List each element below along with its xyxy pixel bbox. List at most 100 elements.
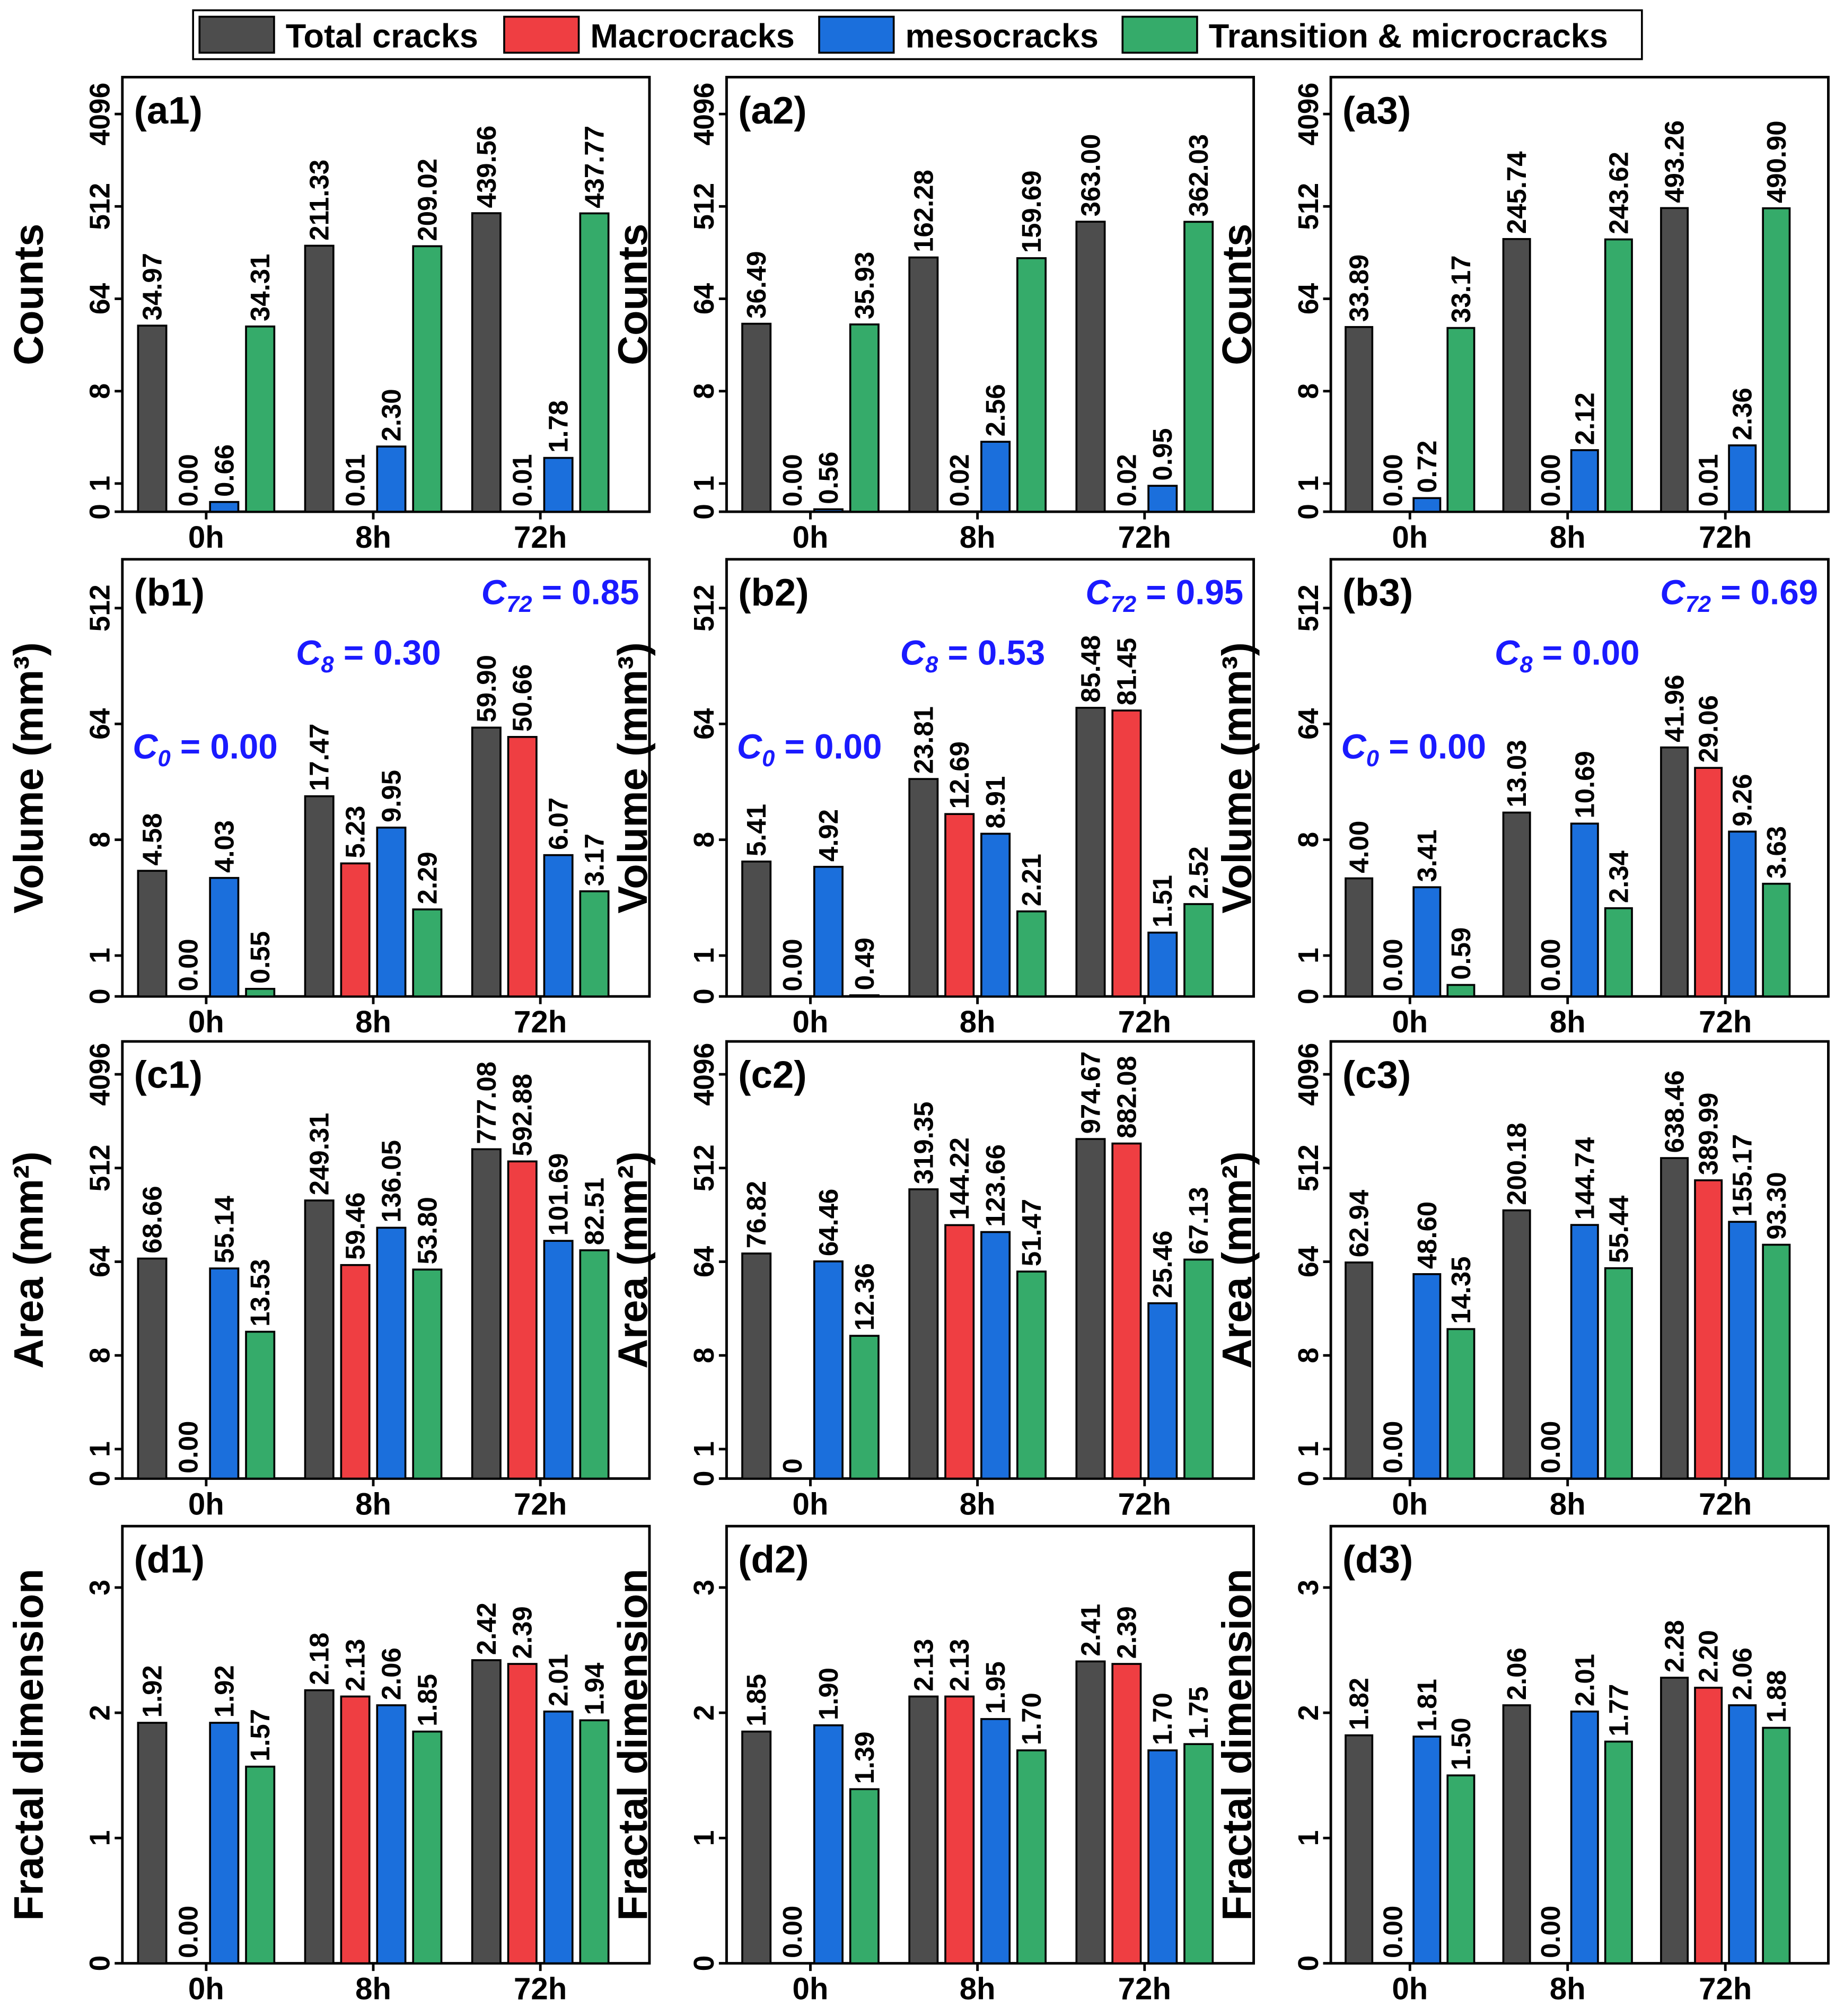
bar: [1147, 1749, 1178, 1965]
legend-box: [192, 9, 1643, 60]
data-label: 23.81: [908, 706, 938, 774]
y-tick-label: 8: [85, 383, 116, 399]
data-label: 0.00: [777, 454, 807, 506]
bar: [340, 1695, 371, 1965]
y-axis-label: Counts: [610, 224, 656, 365]
panel-label: (a2): [738, 89, 806, 132]
data-label: 136.05: [376, 1140, 406, 1223]
bar: [543, 854, 574, 997]
data-label: 12.36: [849, 1263, 880, 1330]
x-tick-label: 72h: [1699, 1487, 1752, 1521]
bar: [1446, 1774, 1476, 1965]
bar: [1446, 984, 1476, 997]
data-label: 0.00: [1535, 939, 1566, 991]
bar: [1502, 238, 1531, 513]
data-label: 9.95: [376, 770, 406, 822]
data-label: 0.01: [1693, 454, 1724, 506]
data-label: 2.20: [1693, 1630, 1724, 1682]
bar: [849, 1788, 880, 1965]
data-label: 0.00: [1535, 1421, 1566, 1474]
annotation-symbol: C: [737, 727, 763, 766]
bar: [412, 1268, 443, 1480]
data-label: 2.21: [1016, 854, 1047, 906]
data-label: 0.02: [944, 454, 974, 506]
y-tick-label: 8: [689, 383, 720, 399]
y-tick-label: 1: [1293, 948, 1324, 963]
bar: [908, 1188, 939, 1480]
subplot: 0 1 8 64 512 Volume (mm³) (b1) 0h 8h 72h 4.58 17.47…: [6, 558, 651, 1039]
y-tick-label: 3: [85, 1580, 116, 1596]
panel-label: (d3): [1342, 1538, 1413, 1581]
bar: [507, 735, 538, 997]
y-tick-label: 1: [689, 948, 720, 963]
data-label: 0.01: [340, 454, 371, 506]
annotation-value: = 0.00: [171, 727, 278, 766]
data-label: 0.00: [173, 1421, 203, 1474]
data-label: 59.90: [471, 655, 502, 722]
bar: [1570, 822, 1599, 997]
data-label: 319.35: [908, 1101, 938, 1184]
bar: [813, 1724, 844, 1965]
data-label: 2.01: [1569, 1654, 1600, 1706]
y-tick-label: 512: [689, 1144, 720, 1191]
data-label: 777.08: [471, 1062, 502, 1144]
bar: [376, 1226, 407, 1480]
data-label: 2.18: [304, 1633, 335, 1685]
bar: [1502, 811, 1531, 997]
data-label: 0.72: [1412, 441, 1442, 493]
panel-label: (a1): [134, 89, 203, 132]
data-label: 59.46: [340, 1193, 371, 1260]
data-label: 25.46: [1147, 1231, 1178, 1298]
y-tick-label: 0: [85, 1956, 116, 1971]
data-label: 362.03: [1183, 134, 1214, 217]
bar: [1570, 449, 1599, 513]
bar: [849, 1335, 880, 1480]
data-label: 1.85: [412, 1674, 442, 1726]
bar: [1147, 485, 1178, 513]
connectivity-annotation: C8 = 0.53: [900, 634, 1046, 678]
annotation-subscript: 8: [321, 652, 334, 678]
bar: [245, 1765, 276, 1965]
data-label: 41.96: [1659, 674, 1690, 742]
y-tick-label: 8: [1293, 383, 1324, 399]
bar: [137, 870, 168, 997]
bar: [1660, 207, 1689, 513]
bar: [137, 1722, 168, 1965]
subplot: 0 1 2 3 Fractal dimension (d3) 0h 8h 72h 1.82 2.06…: [1215, 1524, 1830, 2006]
bar: [980, 441, 1011, 513]
data-label: 211.33: [304, 160, 335, 241]
bar: [137, 325, 168, 513]
y-tick-label: 512: [85, 584, 116, 632]
y-tick-label: 64: [689, 1246, 720, 1277]
bar: [1728, 830, 1757, 997]
data-label: 76.82: [741, 1181, 771, 1248]
data-label: 34.31: [245, 254, 275, 321]
y-axis-label: Fractal dimension: [610, 1568, 656, 1921]
y-tick-label: 4096: [1293, 1043, 1324, 1106]
y-axis-label: Area (mm²): [1215, 1151, 1260, 1369]
annotation-symbol: C: [481, 573, 507, 612]
data-label: 243.62: [1603, 152, 1634, 234]
bar: [908, 778, 939, 997]
data-label: 1.82: [1344, 1678, 1374, 1730]
panel-label: (c2): [738, 1053, 806, 1096]
bar: [908, 256, 939, 513]
annotation-subscript: 8: [1520, 652, 1533, 678]
bar: [245, 988, 276, 997]
legend-label: mesocracks: [905, 18, 1098, 55]
data-label: 882.08: [1111, 1056, 1141, 1138]
bar: [1694, 1179, 1723, 1480]
annotation-value: = 0.85: [532, 573, 639, 612]
bar: [1570, 1710, 1599, 1965]
data-label: 162.28: [908, 170, 938, 252]
data-label: 389.99: [1693, 1093, 1724, 1176]
bar: [1412, 886, 1442, 997]
y-tick-label: 8: [1293, 1347, 1324, 1363]
data-label: 0.00: [1378, 1906, 1408, 1958]
y-tick-label: 0: [689, 988, 720, 1004]
y-tick-label: 3: [689, 1580, 720, 1596]
bar: [1604, 238, 1633, 513]
data-label: 638.46: [1659, 1071, 1690, 1153]
x-tick-label: 72h: [514, 1971, 567, 2006]
bar: [1604, 907, 1633, 997]
